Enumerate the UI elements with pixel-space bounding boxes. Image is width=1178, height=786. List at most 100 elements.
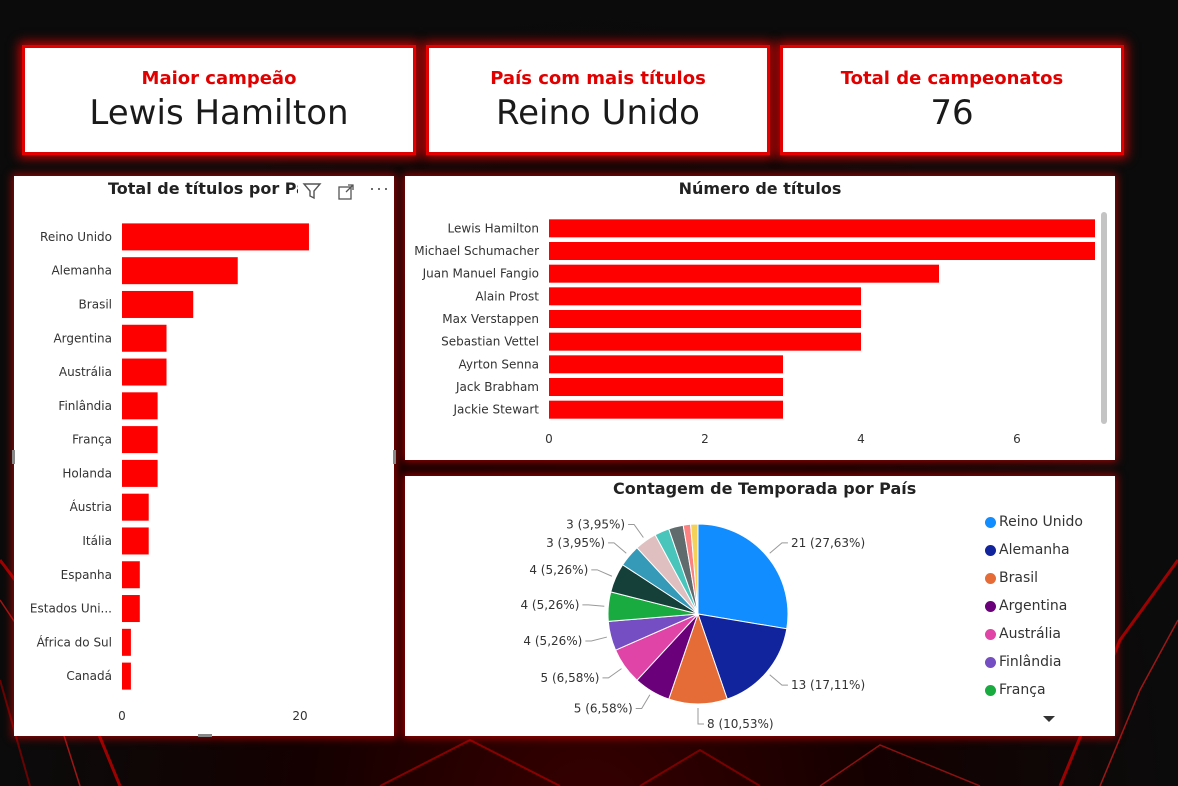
- legend-item[interactable]: Argentina: [985, 592, 1083, 620]
- pie-leader-line: [582, 604, 605, 607]
- category-label: Argentina: [53, 331, 112, 345]
- resize-handle-right[interactable]: [393, 450, 396, 464]
- driver-titles-panel[interactable]: Número de títulos Lewis Hamilton Michael …: [405, 176, 1115, 460]
- bar[interactable]: [122, 290, 194, 318]
- x-tick-label: 2: [701, 432, 709, 446]
- kpi-champion-value: Lewis Hamilton: [89, 93, 349, 133]
- bar[interactable]: [549, 287, 861, 306]
- resize-handle-bottom[interactable]: [198, 734, 212, 737]
- country-titles-panel[interactable]: Total de títulos por País Reino Unido Ale…: [14, 176, 394, 736]
- legend-label: Reino Unido: [999, 514, 1083, 530]
- bar[interactable]: [549, 355, 783, 374]
- x-tick-label: 4: [857, 432, 865, 446]
- legend-label: Finlândia: [999, 654, 1062, 670]
- category-label: Michael Schumacher: [414, 244, 539, 258]
- pie-data-label: 5 (6,58%): [541, 671, 600, 685]
- bar[interactable]: [549, 400, 783, 419]
- category-label: Lewis Hamilton: [448, 221, 539, 235]
- legend-label: Alemanha: [999, 542, 1070, 558]
- pie-leader-line: [769, 542, 788, 554]
- bar[interactable]: [122, 561, 140, 589]
- category-label: Estados Uni...: [30, 602, 112, 616]
- pie-leader-line: [608, 542, 627, 554]
- kpi-card-country[interactable]: País com mais títulos Reino Unido: [426, 45, 770, 155]
- bar[interactable]: [122, 358, 167, 386]
- category-label: Jackie Stewart: [453, 403, 540, 417]
- category-label: Reino Unido: [40, 230, 112, 244]
- bar[interactable]: [122, 527, 149, 555]
- kpi-card-champion[interactable]: Maior campeão Lewis Hamilton: [22, 45, 416, 155]
- bar[interactable]: [122, 595, 140, 623]
- pie-data-label: 4 (5,26%): [520, 598, 579, 612]
- legend-marker: [985, 516, 996, 528]
- category-label: Sebastian Vettel: [441, 335, 539, 349]
- category-label: Áustria: [70, 499, 112, 514]
- more-options-icon[interactable]: ···: [369, 178, 390, 198]
- legend-item[interactable]: Reino Unido: [985, 508, 1083, 536]
- bar[interactable]: [549, 242, 1095, 260]
- kpi-card-total[interactable]: Total de campeonatos 76: [780, 45, 1124, 155]
- pie-data-label: 13 (17,11%): [791, 678, 865, 692]
- pie-data-label: 5 (6,58%): [574, 701, 633, 715]
- kpi-country-value: Reino Unido: [496, 93, 700, 133]
- category-label: Holanda: [62, 466, 112, 480]
- filter-icon[interactable]: [302, 181, 322, 206]
- pie-data-label: 21 (27,63%): [791, 536, 865, 550]
- bar[interactable]: [122, 459, 158, 487]
- bar[interactable]: [549, 332, 861, 351]
- pie-slice[interactable]: [697, 523, 789, 630]
- pie-data-label: 8 (10,53%): [707, 717, 774, 731]
- pie-leader-line: [697, 708, 704, 725]
- legend-item[interactable]: Alemanha: [985, 536, 1083, 564]
- x-tick-label: 20: [292, 709, 307, 723]
- category-label: França: [72, 433, 112, 447]
- pie-data-label: 4 (5,26%): [523, 634, 582, 648]
- category-label: Itália: [82, 534, 112, 548]
- bar[interactable]: [122, 662, 131, 690]
- category-label: África do Sul: [37, 634, 112, 649]
- x-tick-label: 6: [1013, 432, 1021, 446]
- legend-item[interactable]: Brasil: [985, 564, 1083, 592]
- legend-marker: [985, 572, 996, 584]
- bar[interactable]: [122, 324, 167, 352]
- scrollbar[interactable]: [1101, 212, 1107, 424]
- focus-mode-icon[interactable]: [337, 183, 355, 206]
- bar[interactable]: [122, 223, 309, 251]
- legend-item[interactable]: França: [985, 676, 1083, 704]
- bar[interactable]: [122, 426, 158, 454]
- bar[interactable]: [122, 493, 149, 521]
- legend-marker: [985, 656, 996, 668]
- kpi-country-label: País com mais títulos: [490, 68, 706, 89]
- category-label: Finlândia: [58, 399, 112, 413]
- x-tick-label: 0: [545, 432, 553, 446]
- bar[interactable]: [122, 628, 131, 656]
- legend-marker: [985, 544, 996, 556]
- legend-item[interactable]: Austrália: [985, 620, 1083, 648]
- bar[interactable]: [549, 264, 939, 283]
- category-label: Alain Prost: [475, 289, 539, 303]
- category-label: Juan Manuel Fangio: [422, 267, 539, 281]
- resize-handle-left[interactable]: [12, 450, 15, 464]
- driver-titles-title: Número de títulos: [678, 179, 842, 198]
- bar[interactable]: [549, 378, 783, 396]
- bar[interactable]: [549, 219, 1095, 238]
- category-label: Alemanha: [51, 264, 112, 278]
- driver-titles-chart: Lewis Hamilton Michael Schumacher Juan Man…: [414, 219, 1095, 446]
- legend-scroll-down[interactable]: [1043, 716, 1055, 722]
- bar[interactable]: [549, 310, 861, 328]
- legend-item[interactable]: Finlândia: [985, 648, 1083, 676]
- pie-data-label: 4 (5,26%): [529, 563, 588, 577]
- season-pie-panel[interactable]: Contagem de Temporada por País 21 (27,63…: [405, 476, 1115, 736]
- category-label: Ayrton Senna: [459, 357, 539, 371]
- category-label: Canadá: [66, 669, 112, 683]
- season-pie-title: Contagem de Temporada por País: [613, 479, 917, 498]
- pie-slice[interactable]: [690, 523, 699, 615]
- pie-leader-line: [628, 523, 644, 538]
- category-label: Jack Brabham: [455, 380, 539, 394]
- bar[interactable]: [122, 257, 238, 285]
- category-label: Austrália: [59, 365, 112, 379]
- category-label: Espanha: [61, 568, 112, 582]
- pie-leader-line: [635, 694, 651, 709]
- kpi-champion-label: Maior campeão: [141, 68, 297, 89]
- bar[interactable]: [122, 392, 158, 420]
